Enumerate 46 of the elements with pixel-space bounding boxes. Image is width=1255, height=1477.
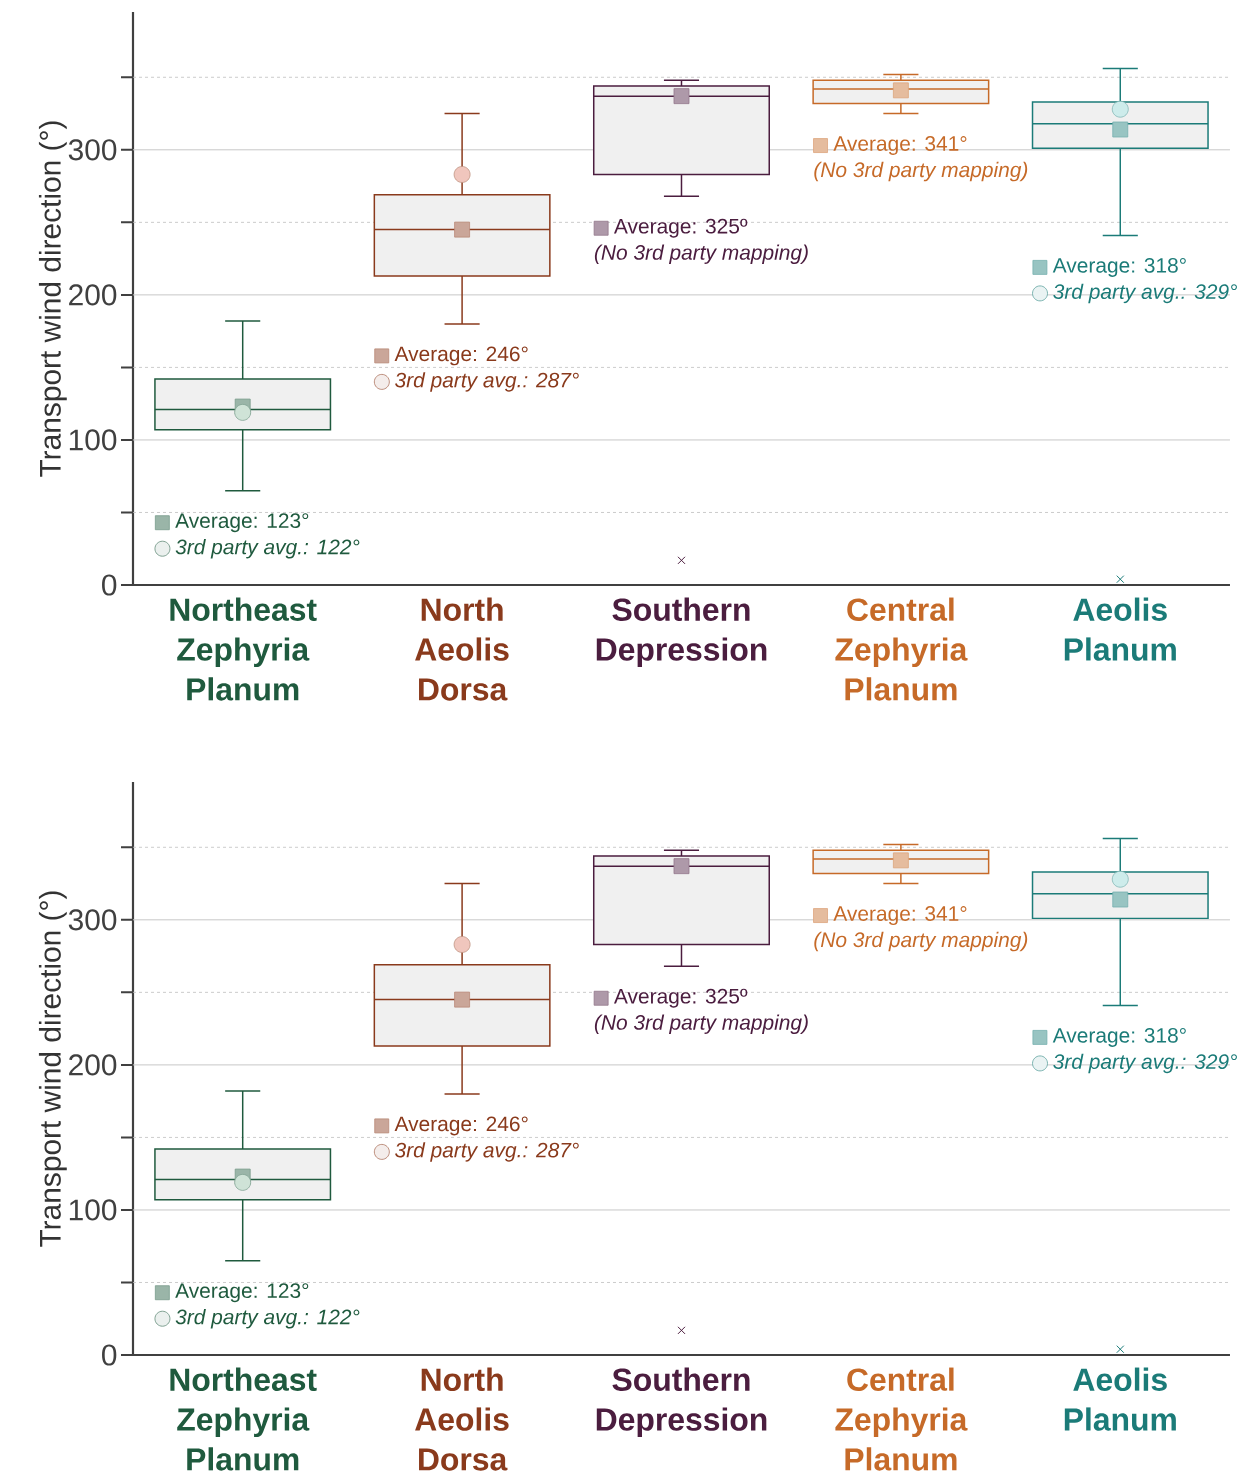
annotation: 3rd party avg.: 122° bbox=[175, 1308, 360, 1329]
annotation: Average: 325º bbox=[613, 988, 748, 1008]
annotation: 3rd party avg.: 329° bbox=[1053, 283, 1237, 304]
annotation: 3rd party avg.: 287° bbox=[395, 1142, 579, 1162]
annotation: Average: 318° bbox=[1052, 1027, 1186, 1047]
y-tick-label: 0 bbox=[102, 574, 117, 596]
x-tick-label: Central Zephyria Planum bbox=[835, 597, 968, 701]
x-tick-label: Northeast Zephyria Planum bbox=[170, 597, 317, 701]
annotation: 3rd party avg.: 287° bbox=[395, 372, 579, 392]
y-tick-label: 300 bbox=[68, 139, 117, 161]
point bbox=[453, 936, 471, 953]
x-tick-label: Aeolis Planum bbox=[1064, 1367, 1176, 1431]
point bbox=[1111, 100, 1129, 118]
annotation: Average: 341° bbox=[833, 906, 967, 926]
x-tick-label: North Aeolis Dorsa bbox=[415, 597, 509, 701]
point bbox=[453, 166, 471, 183]
annotation: Average: 341° bbox=[833, 136, 967, 156]
y-tick-label: 200 bbox=[69, 284, 117, 306]
annotation: 3rd party avg.: 122° bbox=[175, 538, 360, 559]
y-axis-title: Transport wind direction (°) bbox=[38, 121, 67, 477]
annotation: Average: 123° bbox=[175, 1283, 309, 1303]
annotation: (No 3rd party mapping) bbox=[594, 1014, 808, 1034]
annotation: Average: 246° bbox=[394, 346, 528, 366]
y-tick-label: 0 bbox=[102, 1344, 117, 1366]
annotation: Average: 123° bbox=[175, 513, 309, 533]
annotation: Average: 318° bbox=[1052, 257, 1186, 277]
x-tick-label: Aeolis Planum bbox=[1064, 597, 1176, 661]
x-tick-label: Southern Depression bbox=[596, 1367, 767, 1438]
annotation: 3rd party avg.: 329° bbox=[1053, 1053, 1237, 1074]
y-tick-label: 100 bbox=[69, 1199, 117, 1221]
point bbox=[234, 1173, 252, 1191]
annotation: (No 3rd party mapping) bbox=[814, 931, 1028, 952]
x-tick-label: Central Zephyria Planum bbox=[835, 1367, 968, 1471]
point bbox=[1111, 870, 1129, 888]
annotation: (No 3rd party mapping) bbox=[594, 244, 808, 264]
y-tick-label: 100 bbox=[69, 429, 117, 451]
y-axis-title: Transport wind direction (°) bbox=[38, 891, 67, 1247]
annotation: Average: 325º bbox=[613, 218, 748, 238]
x-tick-label: Northeast Zephyria Planum bbox=[170, 1367, 317, 1471]
y-tick-label: 200 bbox=[69, 1054, 117, 1076]
point bbox=[234, 403, 252, 421]
x-tick-label: Southern Depression bbox=[596, 597, 767, 668]
x-tick-label: North Aeolis Dorsa bbox=[415, 1367, 509, 1471]
y-tick-label: 300 bbox=[68, 909, 117, 931]
annotation: Average: 246° bbox=[394, 1116, 528, 1136]
annotation: (No 3rd party mapping) bbox=[814, 161, 1028, 182]
